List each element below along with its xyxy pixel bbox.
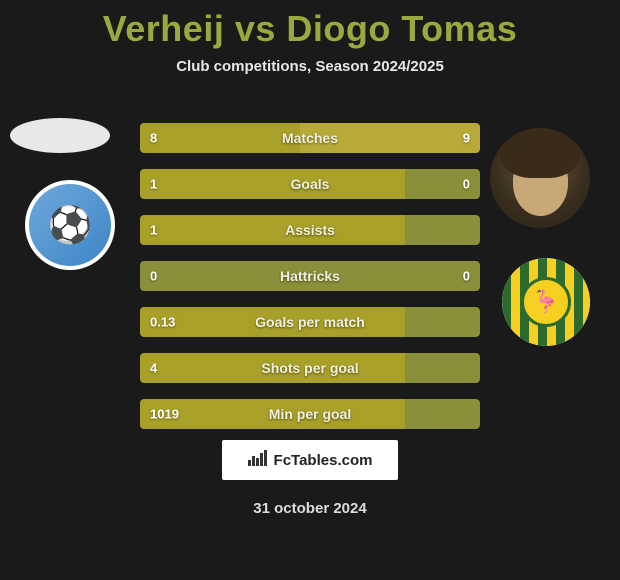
stat-bar-left xyxy=(140,123,300,153)
stat-label: Min per goal xyxy=(269,406,351,422)
stat-label: Matches xyxy=(282,130,338,146)
stat-value-left: 0 xyxy=(150,269,157,284)
comparison-title: Verheij vs Diogo Tomas xyxy=(0,0,620,50)
player1-avatar xyxy=(10,118,110,153)
stat-row: 1 0 Goals xyxy=(140,169,480,199)
stat-label: Assists xyxy=(285,222,335,238)
stat-value-right: 0 xyxy=(463,177,470,192)
stat-row: 1019 Min per goal xyxy=(140,399,480,429)
footer-date: 31 october 2024 xyxy=(253,500,366,517)
player2-avatar xyxy=(490,128,590,228)
stat-bar-left xyxy=(140,169,405,199)
soccer-ball-icon: ⚽ xyxy=(48,204,93,246)
stat-value-left: 4 xyxy=(150,361,157,376)
season-subtitle: Club competitions, Season 2024/2025 xyxy=(0,58,620,75)
stat-row: 0.13 Goals per match xyxy=(140,307,480,337)
brand-badge: FcTables.com xyxy=(222,440,398,480)
player1-name: Verheij xyxy=(103,8,225,49)
stat-label: Shots per goal xyxy=(261,360,358,376)
stat-value-left: 1 xyxy=(150,223,157,238)
stat-value-left: 0.13 xyxy=(150,315,175,330)
stat-value-left: 1019 xyxy=(150,407,179,422)
stat-label: Goals per match xyxy=(255,314,365,330)
stat-row: 0 0 Hattricks xyxy=(140,261,480,291)
stat-label: Goals xyxy=(291,176,330,192)
stat-value-left: 1 xyxy=(150,177,157,192)
stat-row: 8 9 Matches xyxy=(140,123,480,153)
stat-value-right: 9 xyxy=(463,131,470,146)
player1-club-logo: ⚽ xyxy=(25,180,115,270)
stat-value-right: 0 xyxy=(463,269,470,284)
stat-row: 4 Shots per goal xyxy=(140,353,480,383)
player2-club-logo: 🦩 xyxy=(502,258,590,346)
stat-bar-left xyxy=(140,215,405,245)
stork-icon: 🦩 xyxy=(521,277,571,327)
player2-name: Diogo Tomas xyxy=(286,8,517,49)
comparison-chart: 8 9 Matches 1 0 Goals 1 Assists 0 0 Hattricks 0.13 G… xyxy=(140,123,480,445)
stat-label: Hattricks xyxy=(280,268,340,284)
stat-value-left: 8 xyxy=(150,131,157,146)
vs-text: vs xyxy=(235,8,287,49)
brand-text: FcTables.com xyxy=(274,452,373,469)
chart-icon xyxy=(248,450,268,470)
stat-row: 1 Assists xyxy=(140,215,480,245)
